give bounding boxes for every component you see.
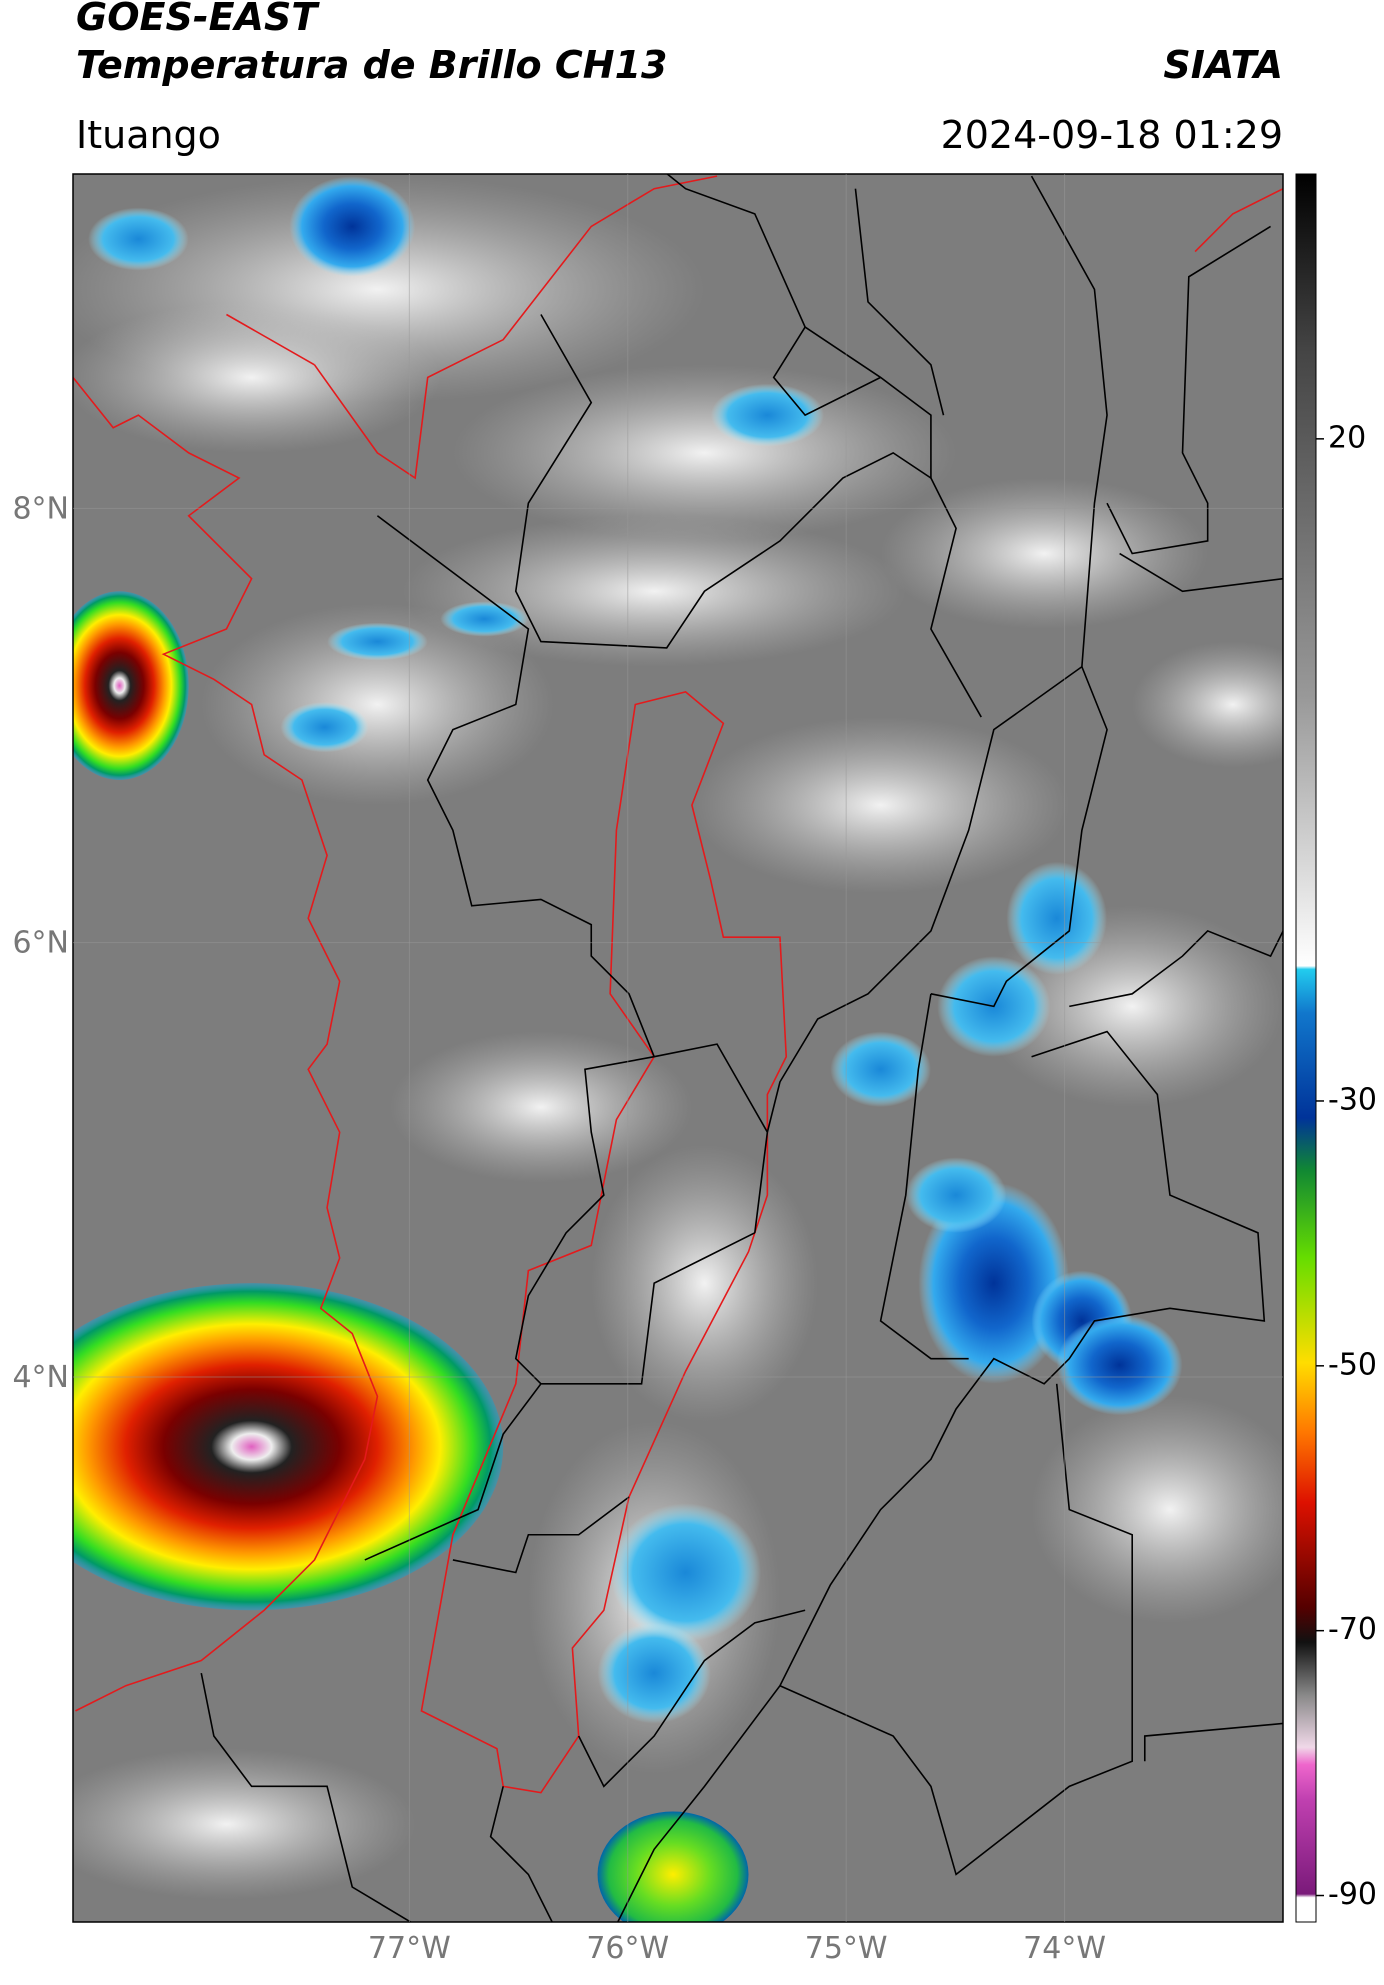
lon-tick-label: 76°W: [586, 1931, 669, 1966]
map-area: [73, 164, 1283, 1922]
title: GOES-EAST: [76, 0, 320, 39]
location: Ituango: [76, 113, 221, 157]
colorbar: [1295, 173, 1317, 1923]
colorbar-tick-label: -30: [1328, 1082, 1377, 1117]
lon-tick-label: 75°W: [805, 1931, 888, 1966]
colorbar-tick-label: -90: [1328, 1877, 1377, 1912]
lon-tick-label: 74°W: [1023, 1931, 1106, 1966]
lat-tick-label: 8°N: [12, 491, 69, 526]
colorbar-tick-label: 20: [1328, 420, 1366, 455]
imagery: [73, 164, 1283, 1922]
colorbar-tick-label: -50: [1328, 1347, 1377, 1382]
lon-tick-label: 77°W: [368, 1931, 451, 1966]
lat-tick-label: 4°N: [12, 1360, 69, 1395]
map-frame: [72, 173, 1284, 1923]
source: SIATA: [1163, 43, 1283, 87]
datetime: 2024-09-18 01:29: [941, 113, 1283, 157]
subtitle: Temperatura de Brillo CH13: [76, 43, 667, 87]
colorbar-tick-label: -70: [1328, 1612, 1377, 1647]
lat-tick-label: 6°N: [12, 926, 69, 961]
